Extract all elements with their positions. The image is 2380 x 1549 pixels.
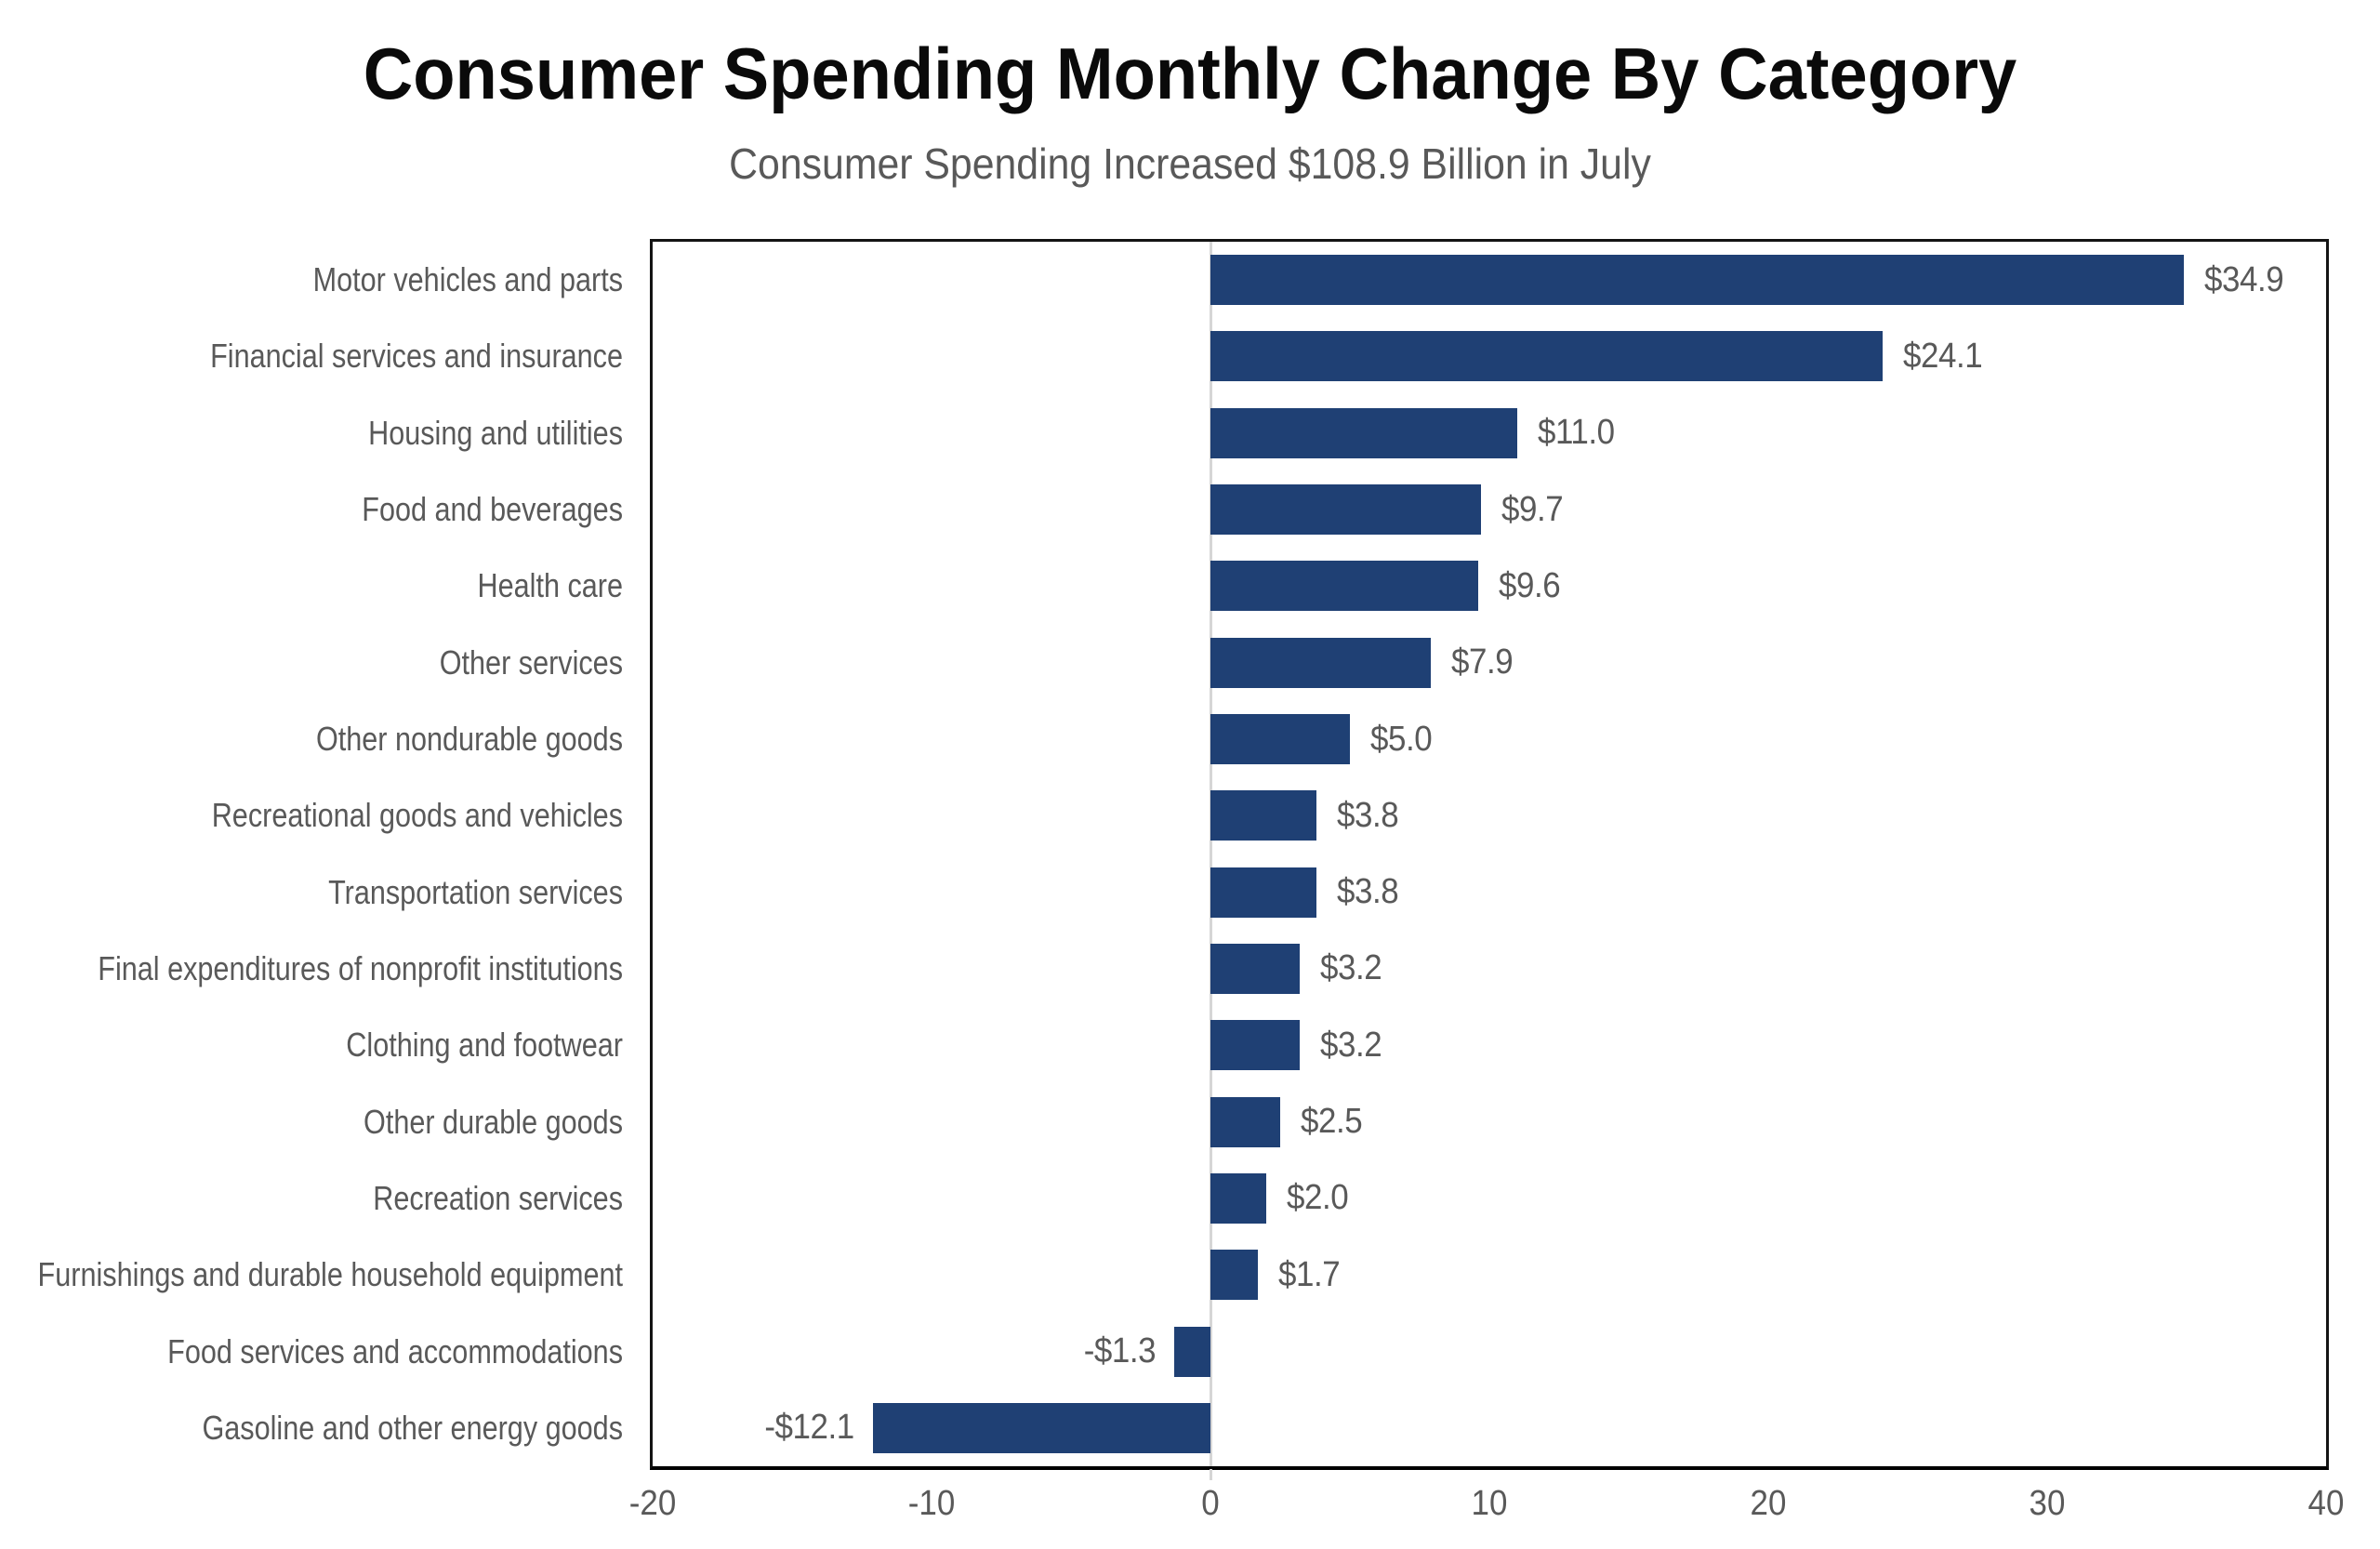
value-label: $9.6 [1499, 565, 1561, 605]
bar [1210, 331, 1883, 382]
x-tick-label: 20 [1750, 1484, 1787, 1523]
bar [1210, 867, 1316, 918]
category-axis: Motor vehicles and parts Financial servic… [0, 242, 623, 1466]
chart-subtitle: Consumer Spending Increased $108.9 Billi… [729, 139, 1651, 188]
value-label: $1.7 [1278, 1254, 1341, 1294]
bar [1210, 255, 2184, 306]
x-tick-label: 10 [1471, 1484, 1508, 1523]
value-label: $5.0 [1370, 719, 1433, 759]
value-label: $34.9 [2204, 259, 2284, 299]
zero-gridline [1209, 242, 1212, 1466]
value-label: $9.7 [1501, 489, 1564, 529]
value-label: $7.9 [1451, 642, 1514, 682]
bar [873, 1402, 1210, 1453]
bar [1210, 943, 1300, 994]
value-label: $3.2 [1320, 1025, 1382, 1065]
bar [1210, 561, 1478, 612]
plot-area: $34.9 $24.1 $11.0 $9.7 $9.6 $7.9 $5.0 $3.8 $3.8 $… [653, 242, 2326, 1466]
chart-title: Consumer Spending Monthly Change By Cate… [363, 33, 2017, 114]
category-label: Recreational goods and vehicles [211, 796, 623, 835]
category-label: Motor vehicles and parts [312, 260, 623, 299]
category-label: Final expenditures of nonprofit institut… [98, 948, 624, 987]
category-label: Food services and accommodations [167, 1331, 623, 1370]
bar [1210, 1096, 1280, 1147]
value-label: $2.5 [1301, 1102, 1363, 1142]
x-tick-label: -10 [907, 1484, 956, 1523]
zero-tick-mark [1209, 1469, 1212, 1480]
x-tick-label: -20 [628, 1484, 677, 1523]
value-label: $2.0 [1287, 1178, 1349, 1218]
category-label: Health care [477, 566, 623, 605]
value-label: $3.8 [1337, 872, 1399, 912]
bar [1210, 1020, 1300, 1071]
value-label: $11.0 [1538, 413, 1615, 453]
bar [1210, 1172, 1266, 1224]
bar [1210, 637, 1431, 688]
category-label: Other services [439, 642, 623, 682]
category-label: Other nondurable goods [315, 720, 623, 759]
category-label: Gasoline and other energy goods [202, 1408, 623, 1447]
x-tick-label: 0 [1201, 1484, 1220, 1523]
category-label: Other durable goods [364, 1102, 623, 1141]
value-label: $3.8 [1337, 795, 1399, 835]
category-label: Transportation services [328, 872, 623, 911]
bar [1210, 714, 1350, 765]
category-label: Food and beverages [362, 490, 623, 529]
category-label: Housing and utilities [368, 413, 623, 452]
value-label: $24.1 [1903, 336, 1983, 376]
x-tick-label: 30 [2029, 1484, 2066, 1523]
bar [1210, 484, 1481, 536]
bar [1174, 1326, 1210, 1377]
x-axis: -20 -10 0 10 20 30 40 [629, 1469, 2344, 1536]
value-label: -$12.1 [764, 1408, 855, 1448]
category-label: Recreation services [373, 1178, 623, 1217]
bar [1210, 407, 1517, 458]
category-label: Clothing and footwear [346, 1026, 623, 1065]
bar [1210, 1250, 1258, 1301]
value-label: $3.2 [1320, 948, 1382, 988]
category-label: Financial services and insurance [210, 337, 623, 376]
value-label: -$1.3 [1083, 1331, 1157, 1371]
plot-frame: $34.9 $24.1 $11.0 $9.7 $9.6 $7.9 $5.0 $3.8 $3.8 $… [650, 239, 2329, 1470]
bar [1210, 790, 1316, 841]
category-label: Furnishings and durable household equipm… [37, 1255, 624, 1294]
x-tick-label: 40 [2307, 1484, 2345, 1523]
